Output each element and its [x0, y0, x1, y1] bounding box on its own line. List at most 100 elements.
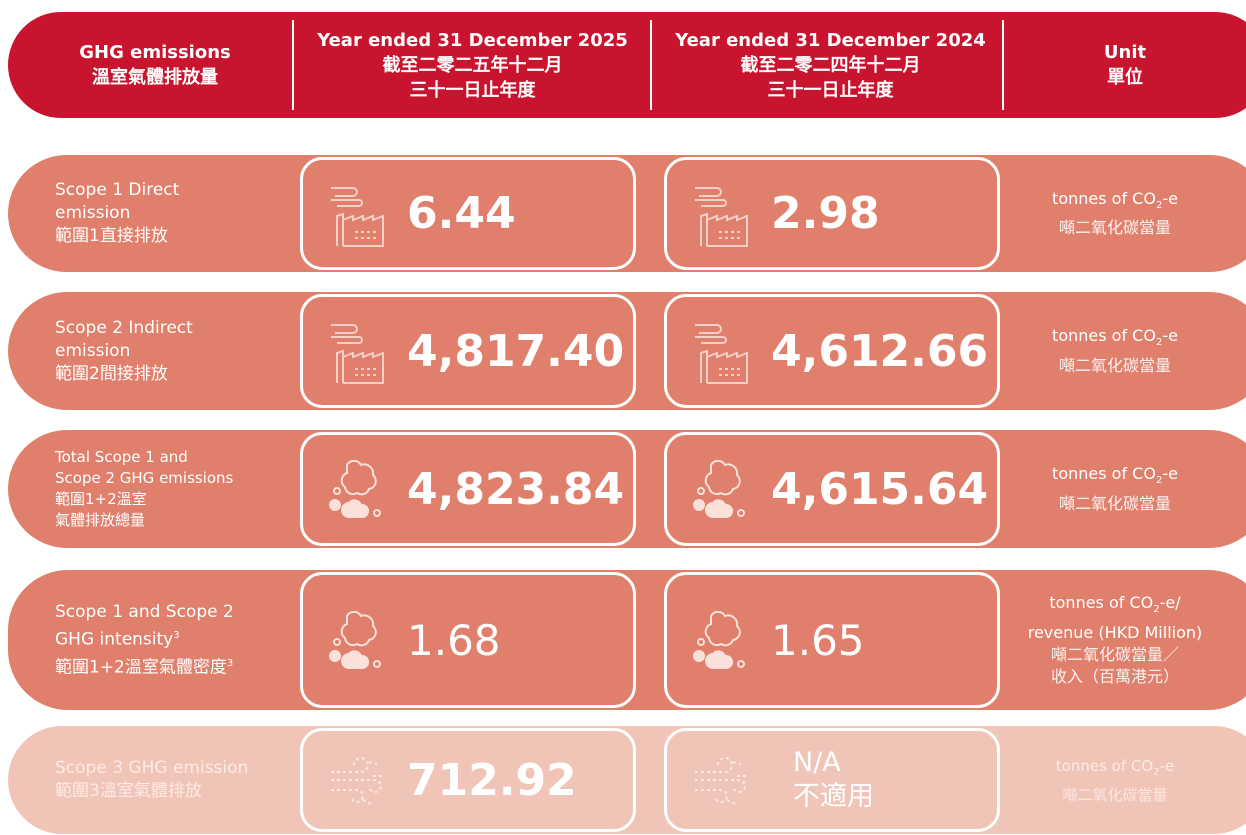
- header-text: Year ended 31 December 2024: [675, 29, 986, 51]
- text: -e: [1162, 326, 1178, 346]
- text: Scope 3 GHG emission: [55, 758, 249, 778]
- value-card: 4,612.66: [664, 294, 1000, 408]
- text: emission: [55, 203, 131, 223]
- unit: tonnes of CO2-e 噸二氧化碳當量: [1005, 726, 1225, 834]
- text: 範圍2間接排放: [55, 363, 168, 384]
- subscript: 2: [1155, 337, 1163, 349]
- unit: tonnes of CO2-e/revenue (HKD Million) 噸二氧…: [1005, 570, 1225, 710]
- value: 4,817.40: [407, 326, 624, 377]
- text: -e: [1162, 464, 1178, 484]
- value-card: 4,823.84: [300, 432, 636, 546]
- subscript: 2: [1155, 200, 1163, 212]
- subscript: 2: [1155, 475, 1163, 487]
- text: Scope 1 and Scope 2: [55, 601, 234, 622]
- text-line: Scope 2 GHG emissions: [55, 468, 233, 489]
- text: 噸二氧化碳當量: [1062, 785, 1168, 804]
- icon: [693, 610, 745, 669]
- header-bar: [8, 12, 1246, 118]
- value-card: 4,817.40: [300, 294, 636, 408]
- row-label: Scope 3 GHG emission 範圍3溫室氣體排放: [55, 726, 248, 834]
- text-line: GHG intensity3: [55, 624, 234, 652]
- text-line: tonnes of CO2-e: [1056, 755, 1174, 784]
- header-text: 截至二零二五年十二月: [382, 54, 563, 76]
- text: tonnes of CO: [1052, 326, 1156, 346]
- value-card: 6.44: [300, 157, 636, 270]
- text-line: 噸二氧化碳當量／: [1051, 644, 1179, 666]
- header-text: 溫室氣體排放量: [92, 67, 218, 88]
- value-card: 4,615.64: [664, 432, 1000, 546]
- value: 712.92: [407, 755, 577, 806]
- subscript: 2: [1153, 604, 1160, 616]
- value-card: 2.98: [664, 157, 1000, 270]
- icon: [695, 757, 747, 805]
- header-cell: Year ended 31 December 2025 截至二零二五年十二月 三十一…: [300, 12, 645, 118]
- header-text: 截至二零二四年十二月: [740, 54, 921, 76]
- header-cell: Year ended 31 December 2024 截至二零二四年十二月 三十一…: [658, 12, 1003, 118]
- unit: tonnes of CO2-e 噸二氧化碳當量: [1005, 292, 1225, 410]
- text-line: 噸二氧化碳當量: [1062, 784, 1167, 806]
- divider: [650, 20, 652, 110]
- header-text: Year ended 31 December 2025: [317, 29, 628, 51]
- value: 4,612.66: [771, 326, 988, 377]
- value-card: 712.92: [300, 728, 636, 832]
- row-label: Scope 1 Direct emission 範圍1直接排放: [55, 155, 179, 272]
- text: 噸二氧化碳當量: [1058, 355, 1171, 375]
- subscript: 2: [1153, 766, 1160, 778]
- value: 1.65: [771, 616, 865, 665]
- icon: [331, 186, 384, 247]
- text: tonnes of CO: [1052, 464, 1156, 484]
- header-text: Unit: [1103, 42, 1147, 63]
- text: emission: [55, 340, 131, 361]
- icon: [695, 186, 748, 247]
- text: -e/: [1159, 593, 1181, 613]
- icon: [331, 757, 383, 805]
- text: 噸二氧化碳當量: [1058, 218, 1171, 238]
- text-line: tonnes of CO2-e: [1052, 325, 1178, 354]
- value-text: 不適用: [793, 781, 874, 812]
- value-text: 6.44: [407, 188, 516, 239]
- text: 噸二氧化碳當量／: [1050, 644, 1179, 664]
- text-line: emission: [55, 340, 193, 363]
- row-label: Total Scope 1 and Scope 2 GHG emissions 範圍…: [55, 430, 233, 548]
- text-line: 氣體排放總量: [55, 510, 233, 531]
- text-line: 範圍3溫室氣體排放: [55, 780, 248, 803]
- value: 4,823.84: [407, 464, 624, 515]
- icon: [331, 324, 384, 384]
- icon: [693, 459, 745, 518]
- text: 範圍3溫室氣體排放: [55, 781, 202, 801]
- text-line: emission: [55, 202, 179, 225]
- superscript: 3: [226, 657, 234, 669]
- text-line: 噸二氧化碳當量: [1059, 493, 1171, 515]
- header-text: 單位: [1107, 67, 1143, 88]
- text-line: 噸二氧化碳當量: [1059, 355, 1171, 377]
- text: Total Scope 1 and: [55, 448, 188, 466]
- value-card: 1.68: [300, 572, 636, 708]
- text-line: revenue (HKD Million): [1028, 622, 1203, 644]
- text-line: Scope 3 GHG emission: [55, 757, 248, 780]
- text: GHG intensity: [55, 629, 174, 650]
- header-cell: Unit 單位: [1010, 12, 1240, 118]
- text-line: Scope 1 Direct: [55, 179, 179, 202]
- text-line: Scope 1 and Scope 2: [55, 601, 234, 624]
- value: 6.44: [407, 188, 516, 239]
- icon: [329, 610, 381, 669]
- superscript: 3: [173, 629, 180, 641]
- row-label: Scope 1 and Scope 2 GHG intensity3 範圍1+2溫室…: [55, 570, 234, 710]
- value-text: 4,612.66: [771, 325, 989, 377]
- text: 範圍1直接排放: [55, 226, 168, 246]
- text: -e: [1162, 188, 1178, 208]
- text-line: Total Scope 1 and: [55, 447, 233, 468]
- header-cell: GHG emissions 溫室氣體排放量: [30, 12, 280, 118]
- text-line: 範圍1直接排放: [55, 225, 179, 248]
- text: 範圍1+2溫室氣體密度: [55, 657, 227, 678]
- value: 1.68: [407, 616, 501, 665]
- text: 氣體排放總量: [55, 511, 146, 529]
- value-text: 1.68: [407, 615, 501, 665]
- unit: tonnes of CO2-e 噸二氧化碳當量: [1005, 430, 1225, 548]
- value-text: 4,817.40: [407, 325, 625, 377]
- text: tonnes of CO: [1055, 756, 1154, 775]
- text: Scope 2 GHG emissions: [55, 469, 234, 487]
- text-line: 噸二氧化碳當量: [1059, 217, 1171, 239]
- icon: [695, 324, 748, 384]
